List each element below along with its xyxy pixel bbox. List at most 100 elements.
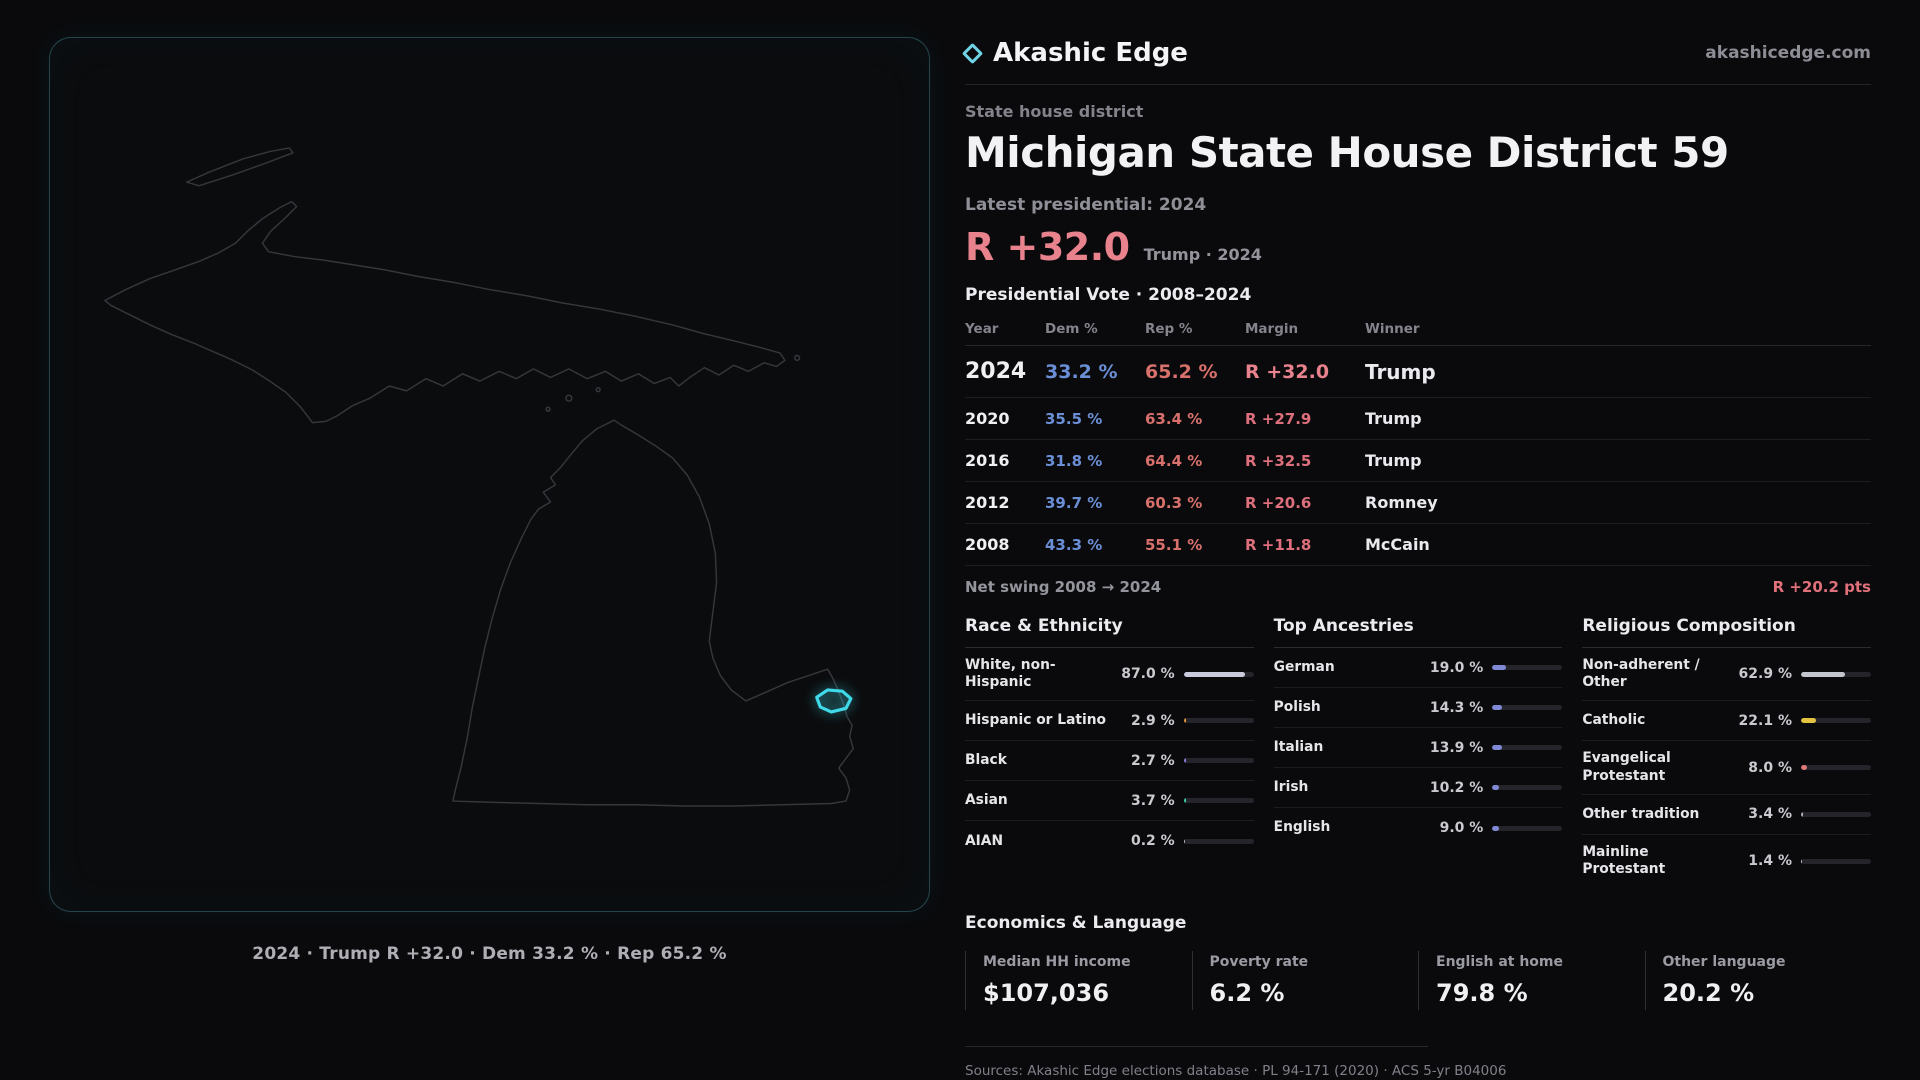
col-winner: Winner [1365, 321, 1420, 337]
bar-track [1183, 671, 1254, 677]
brand: Akashic Edge [961, 38, 1188, 68]
bar-track [1183, 838, 1254, 844]
bar-track [1800, 765, 1871, 771]
demo-row: Asian 3.7 % [965, 781, 1254, 822]
demo-row: White, non-Hispanic 87.0 % [965, 648, 1254, 702]
top-ancestries-panel: Top Ancestries German 19.0 % Polish 14.3… [1273, 616, 1563, 887]
table-row-2016: 2016 31.8 % 64.4 % R +32.5 Trump [965, 440, 1871, 482]
demo-row: Catholic 22.1 % [1582, 701, 1871, 742]
bar-fill [1492, 745, 1503, 750]
religious-composition-title: Religious Composition [1582, 616, 1871, 648]
upper-peninsula-outline [104, 200, 786, 424]
island-speck [565, 394, 573, 402]
demo-row: Hispanic or Latino 2.9 % [965, 701, 1254, 742]
bar-fill [1183, 798, 1187, 804]
demo-row: Other tradition 3.4 % [1582, 795, 1871, 835]
race-ethnicity-title: Race & Ethnicity [965, 616, 1254, 648]
island-speck [793, 354, 801, 362]
demographics-grid: Race & Ethnicity White, non-Hispanic 87.… [965, 616, 1871, 887]
bar-fill [1492, 665, 1506, 670]
bar-track [1492, 705, 1563, 710]
stat-other-language: Other language 20.2 % [1644, 951, 1872, 1011]
isle-royale-outline [186, 147, 294, 187]
demo-row: German 19.0 % [1273, 648, 1563, 688]
stat-poverty-rate: Poverty rate 6.2 % [1191, 951, 1419, 1011]
bar-track [1800, 671, 1871, 677]
col-rep: Rep % [1145, 321, 1193, 337]
religious-composition-panel: Religious Composition Non-adherent / Oth… [1582, 616, 1871, 887]
bar-fill [1183, 671, 1245, 677]
headline-margin-value: R +32.0 [965, 225, 1130, 269]
bar-fill [1800, 858, 1803, 864]
vote-table-title: Presidential Vote · 2008–2024 [965, 285, 1252, 305]
demo-row: Black 2.7 % [965, 741, 1254, 782]
col-margin: Margin [1245, 321, 1299, 337]
site-link[interactable]: akashicedge.com [1705, 43, 1871, 63]
net-swing-label: Net swing 2008 → 2024 [965, 578, 1162, 596]
island-speck [545, 406, 551, 412]
col-dem: Dem % [1045, 321, 1098, 337]
demo-row: Mainline Protestant 1.4 % [1582, 835, 1871, 887]
bar-track [1800, 811, 1871, 817]
table-row-2008: 2008 43.3 % 55.1 % R +11.8 McCain [965, 524, 1871, 566]
bar-track [1492, 745, 1563, 750]
demo-row: AIAN 0.2 % [965, 821, 1254, 861]
col-year: Year [965, 321, 999, 337]
net-swing-row: Net swing 2008 → 2024 R +20.2 pts [965, 566, 1871, 606]
footer-divider [965, 1046, 1428, 1048]
vote-table: Year Dem % Rep % Margin Winner 2024 33.2… [965, 313, 1871, 606]
kicker: State house district [965, 102, 1144, 121]
bar-track [1800, 858, 1871, 864]
district-map-panel [49, 37, 930, 912]
table-row-2020: 2020 35.5 % 63.4 % R +27.9 Trump [965, 398, 1871, 440]
top-ancestries-title: Top Ancestries [1273, 616, 1563, 648]
content-column: Akashic Edge akashicedge.com State house… [961, 30, 1872, 1080]
bar-fill [1183, 758, 1186, 764]
race-ethnicity-panel: Race & Ethnicity White, non-Hispanic 87.… [965, 616, 1254, 887]
lower-peninsula-outline [452, 419, 855, 807]
bar-track [1183, 718, 1254, 724]
michigan-map [104, 147, 855, 807]
bar-fill [1492, 785, 1500, 790]
stat-english-at-home: English at home 79.8 % [1418, 951, 1645, 1011]
bar-fill [1183, 838, 1186, 844]
bar-fill [1800, 811, 1804, 817]
bar-fill [1800, 671, 1845, 677]
bar-fill [1183, 718, 1186, 724]
table-row-2024: 2024 33.2 % 65.2 % R +32.0 Trump [965, 346, 1871, 398]
page-title: Michigan State House District 59 [965, 128, 1729, 177]
bar-track [1492, 665, 1563, 670]
footer: Sources: Akashic Edge elections database… [965, 1046, 1871, 1080]
header-bar: Akashic Edge akashicedge.com [961, 30, 1871, 85]
stat-median-hh-income: Median HH income $107,036 [965, 951, 1192, 1011]
demo-row: English 9.0 % [1274, 808, 1563, 848]
bar-fill [1492, 705, 1503, 710]
bar-track [1800, 718, 1871, 724]
demo-row: Polish 14.3 % [1273, 688, 1563, 728]
bar-track [1183, 758, 1254, 764]
map-caption: 2024 · Trump R +32.0 · Dem 33.2 % · Rep … [252, 944, 727, 964]
headline-margin-context: Trump · 2024 [1143, 245, 1262, 264]
table-row-2012: 2012 39.7 % 60.3 % R +20.6 Romney [965, 482, 1871, 524]
bar-fill [1492, 825, 1499, 831]
headline-margin-row: R +32.0 Trump · 2024 [965, 225, 1871, 269]
demo-row: Irish 10.2 % [1273, 768, 1563, 808]
brand-name: Akashic Edge [993, 38, 1188, 68]
bar-track [1492, 785, 1563, 790]
demo-row: Evangelical Protestant 8.0 % [1582, 741, 1871, 795]
economics-title: Economics & Language [965, 913, 1187, 934]
bar-fill [1800, 765, 1807, 771]
demo-row: Italian 13.9 % [1273, 728, 1563, 768]
net-swing-value: R +20.2 pts [1772, 578, 1871, 596]
island-speck [595, 386, 601, 393]
bar-track [1492, 825, 1563, 831]
bar-track [1183, 798, 1254, 804]
latest-presidential-label: Latest presidential: 2024 [965, 195, 1207, 215]
sources-line: Sources: Akashic Edge elections database… [965, 1063, 1507, 1080]
district-59-highlight[interactable] [815, 688, 853, 714]
economics-stats-row: Median HH income $107,036 Poverty rate 6… [965, 951, 1872, 1011]
bar-fill [1800, 718, 1817, 724]
vote-table-header: Year Dem % Rep % Margin Winner [965, 313, 1871, 346]
brand-diamond-icon [961, 42, 984, 64]
map-column: 2024 · Trump R +32.0 · Dem 33.2 % · Rep … [49, 37, 930, 964]
